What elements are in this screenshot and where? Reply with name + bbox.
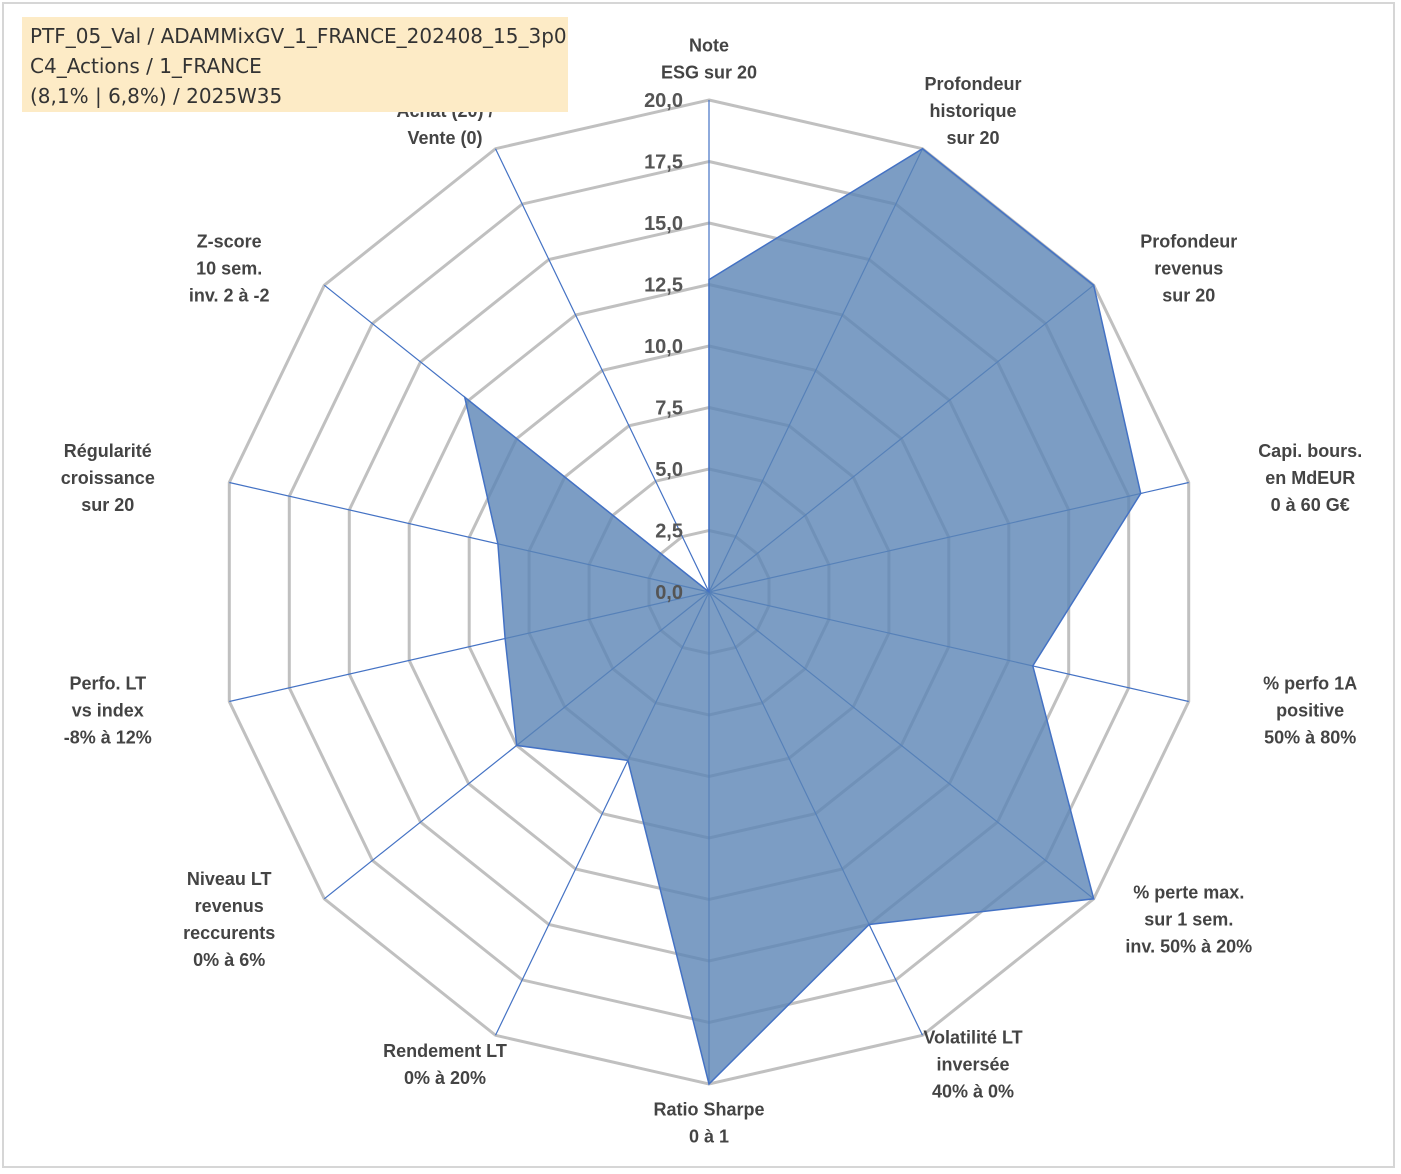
series-area xyxy=(463,147,1142,1086)
category-label: % perfo 1A xyxy=(1263,673,1357,693)
info-line-portfolio: PTF_05_Val / ADAMMixGV_1_FRANCE_202408_1… xyxy=(30,24,567,48)
tick-label: 15,0 xyxy=(644,213,683,235)
category-label: sur 1 sem. xyxy=(1144,910,1233,930)
data-series xyxy=(463,147,1142,1086)
category-label: Volatilité LT xyxy=(923,1027,1022,1047)
category-label: Profondeur xyxy=(1140,232,1237,252)
category-label: sur 20 xyxy=(946,128,999,148)
category-label: Capi. bours. xyxy=(1258,441,1362,461)
category-label: Z-score xyxy=(197,232,262,252)
category-label: 0 à 60 G€ xyxy=(1271,495,1350,515)
category-label: inversée xyxy=(936,1054,1009,1074)
category-label: 40% à 0% xyxy=(932,1081,1014,1101)
category-label: 0 à 1 xyxy=(689,1127,729,1147)
category-label: inv. 50% à 20% xyxy=(1125,937,1252,957)
tick-label: 7,5 xyxy=(655,398,683,420)
tick-label: 17,5 xyxy=(644,152,683,174)
axis-spoke-13 xyxy=(494,148,710,593)
tick-label: 2,5 xyxy=(655,521,683,543)
tick-label: 12,5 xyxy=(644,275,683,297)
tick-label: 20,0 xyxy=(644,90,683,112)
category-label: Régularité xyxy=(64,441,152,461)
category-label: Niveau LT xyxy=(187,869,272,889)
category-label: revenus xyxy=(1154,259,1223,279)
info-line-stats: (8,1% | 6,8%) / 2025W35 xyxy=(30,84,283,108)
category-label: sur 20 xyxy=(81,495,134,515)
category-label: Rendement LT xyxy=(383,1041,507,1061)
info-line-category: C4_Actions / 1_FRANCE xyxy=(30,54,262,78)
category-label: -8% à 12% xyxy=(64,727,152,747)
category-label: inv. 2 à -2 xyxy=(189,286,270,306)
category-label: reccurents xyxy=(183,923,275,943)
category-label: Ratio Sharpe xyxy=(653,1100,764,1120)
category-label: croissance xyxy=(61,468,155,488)
category-label: Note xyxy=(689,36,729,56)
category-label: historique xyxy=(929,101,1016,121)
category-label: 0% à 6% xyxy=(193,950,265,970)
category-label: ESG sur 20 xyxy=(661,63,757,83)
category-label: Vente (0) xyxy=(407,128,482,148)
category-label: 0% à 20% xyxy=(404,1068,486,1088)
radial-tick-labels: 0,0 2,5 5,0 7,5 10,0 12,5 15,0 17,5 20,0 xyxy=(644,90,683,604)
category-label: en MdEUR xyxy=(1265,468,1355,488)
category-labels: Note ESG sur 20 Profondeur historique sur 20… xyxy=(61,36,1362,1147)
category-label: 10 sem. xyxy=(196,259,262,279)
category-label: Profondeur xyxy=(925,74,1022,94)
info-box: PTF_05_Val / ADAMMixGV_1_FRANCE_202408_1… xyxy=(22,17,568,112)
tick-label: 5,0 xyxy=(655,459,683,481)
category-label: Perfo. LT xyxy=(69,673,146,693)
tick-label: 0,0 xyxy=(655,582,683,604)
category-label: sur 20 xyxy=(1162,286,1215,306)
category-label: 50% à 80% xyxy=(1264,727,1356,747)
category-label: revenus xyxy=(195,896,264,916)
category-label: % perte max. xyxy=(1133,883,1244,903)
tick-label: 10,0 xyxy=(644,336,683,358)
category-label: positive xyxy=(1276,700,1344,720)
category-label: vs index xyxy=(72,700,144,720)
